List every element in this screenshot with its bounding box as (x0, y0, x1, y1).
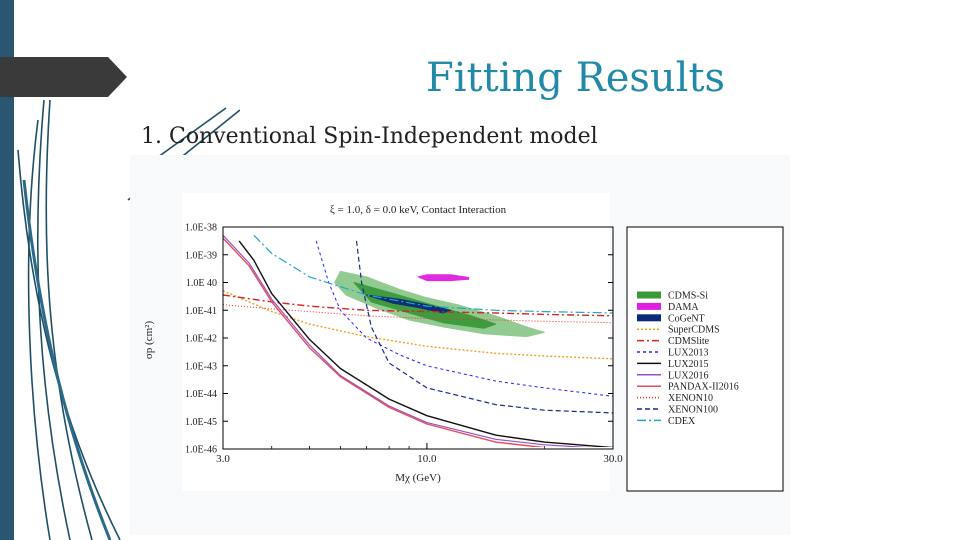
y-tick-label: 1.0E 40 (186, 278, 217, 289)
legend-label-cogent: CoGeNT (668, 313, 705, 324)
slide-title: Fitting Results (426, 55, 726, 101)
legend-label-dama: DAMA (668, 302, 699, 313)
y-tick-label: 1.0E-44 (185, 389, 217, 400)
legend-label-pandax-ii2016: PANDAX-II2016 (668, 382, 739, 393)
x-axis-label: Mχ (GeV) (395, 472, 441, 484)
region-cogent (366, 294, 452, 314)
legend-box (626, 226, 784, 492)
series-line-lux2016 (223, 234, 591, 447)
y-tick-label: 1.0E-39 (185, 250, 217, 261)
legend-label-supercdms: SuperCDMS (668, 325, 720, 336)
series-line-pandax-ii2016 (223, 237, 546, 447)
title-tab-shape (0, 57, 127, 97)
legend-swatch-cogent (637, 314, 661, 322)
legend-label-xenon100: XENON100 (668, 405, 718, 416)
legend-label-lux2015: LUX2015 (668, 359, 709, 370)
legend-label-lux2013: LUX2013 (668, 348, 709, 359)
legend-label-lux2016: LUX2016 (668, 370, 709, 381)
series-line-cdmslite (223, 294, 613, 317)
region-cdms-si-outer (334, 270, 545, 338)
series-line-supercdms (223, 290, 613, 360)
decorative-lines (17, 99, 240, 540)
legend-label-cdms-si: CDMS-Si (668, 291, 708, 302)
series-line-xenon100 (355, 240, 613, 414)
legend-swatch-cdms-si (637, 291, 661, 299)
series-line-lux2015 (238, 240, 613, 447)
y-tick-label: 1.0E-42 (185, 334, 217, 345)
series-line-cdex (253, 234, 613, 314)
legend-label-cdex: CDEX (668, 416, 696, 427)
legend-label-cdmslite: CDMSlite (668, 336, 710, 347)
chart-title: ξ = 1.0, δ = 0.0 keV, Contact Interactio… (330, 204, 507, 216)
y-tick-label: 1.0E-41 (185, 306, 217, 317)
legend-swatch-dama (637, 302, 661, 310)
x-tick-label: 10.0 (417, 453, 437, 465)
y-tick-label: 1.0E-43 (185, 361, 217, 372)
x-tick-label: 3.0 (216, 453, 230, 465)
y-tick-label: 1.0E-38 (185, 223, 217, 234)
region-dama (417, 274, 470, 282)
series-line-xenon10 (223, 304, 613, 324)
y-tick-label: 1.0E-45 (185, 417, 217, 428)
chart-figure: ξ = 1.0, δ = 0.0 keV, Contact Interactio… (130, 155, 790, 535)
y-axis-label: σp (cm²) (143, 321, 155, 360)
x-tick-label: 30.0 (603, 453, 623, 465)
legend-label-xenon10: XENON10 (668, 393, 713, 404)
left-accent-bar (0, 0, 14, 540)
chart: ξ = 1.0, δ = 0.0 keV, Contact Interactio… (143, 193, 784, 492)
slide-subtitle: 1. Conventional Spin-Independent model (141, 124, 598, 149)
y-tick-label: 1.0E-46 (185, 445, 217, 456)
